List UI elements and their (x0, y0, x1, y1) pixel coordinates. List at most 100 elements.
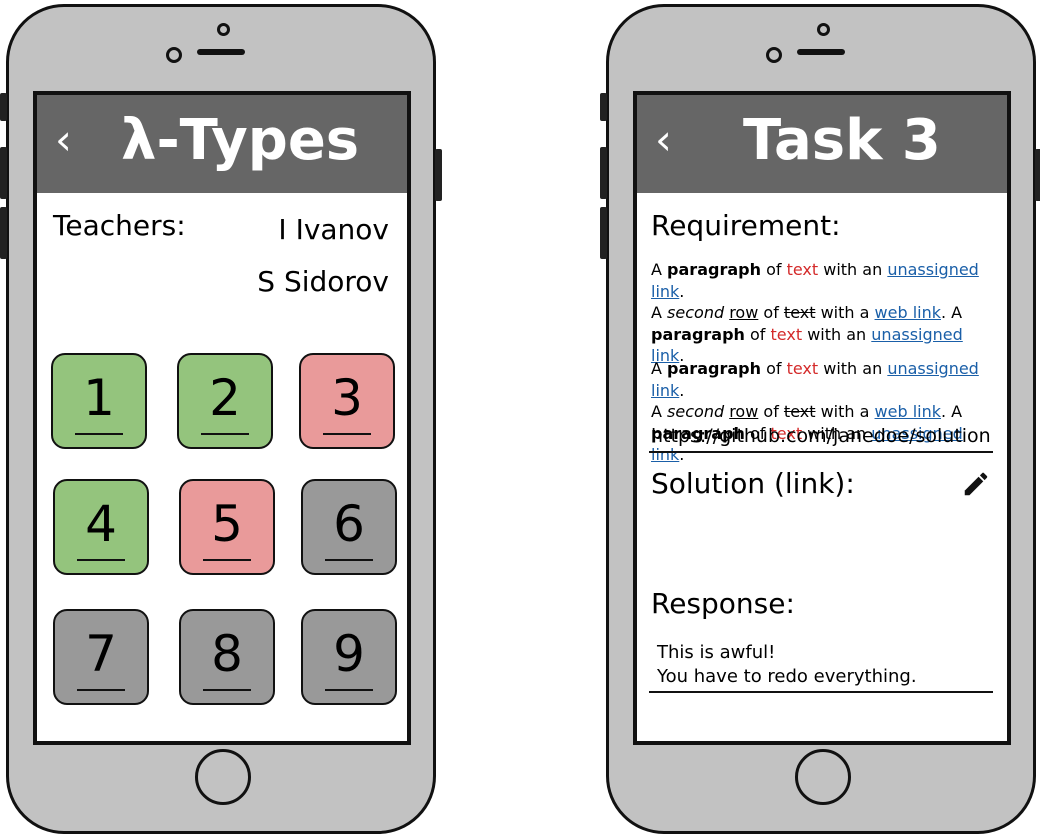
back-chevron-icon[interactable]: ‹ (655, 115, 672, 164)
req-word-underlined: row (729, 303, 759, 322)
task-tile-9[interactable]: 9 (301, 609, 397, 705)
response-line: You have to redo everything. (657, 666, 917, 687)
unassigned-link[interactable]: unassigned link (651, 359, 979, 400)
app-header: ‹ Task 3 (637, 95, 1007, 193)
req-word-bold: paragraph (651, 324, 745, 344)
page-title: Task 3 (743, 108, 941, 173)
unassigned-link[interactable]: unassigned link (651, 260, 979, 301)
screen-task: ‹ Task 3 Requirement: A paragraph of tex… (633, 91, 1011, 745)
req-word: A (651, 359, 662, 378)
solution-underline (649, 451, 993, 453)
page-title: λ-Types (121, 108, 360, 173)
req-word-red: text (786, 260, 819, 279)
camera-icon (166, 47, 182, 63)
teacher-name: S Sidorov (257, 265, 389, 298)
tile-underline (325, 689, 373, 691)
task-number: 2 (209, 369, 241, 427)
req-word: of (766, 260, 782, 279)
req-word-italic: second (667, 303, 725, 322)
task-tile-4[interactable]: 4 (53, 479, 149, 575)
solution-heading: Solution (link): (651, 467, 855, 500)
req-word-red: text (786, 359, 819, 378)
volume-down-button (0, 207, 7, 259)
req-word: with an (823, 260, 883, 279)
phone-left: ‹ λ-Types Teachers: I Ivanov S Sidorov 1… (0, 4, 442, 834)
req-word-strike: text (783, 303, 816, 322)
task-tile-1[interactable]: 1 (51, 353, 147, 449)
power-button (1035, 149, 1040, 201)
home-button-icon[interactable] (795, 749, 851, 805)
req-word: with a (820, 303, 870, 322)
solution-link-input[interactable] (651, 425, 991, 447)
task-tile-6[interactable]: 6 (301, 479, 397, 575)
response-line: This is awful! (657, 642, 776, 663)
speaker-grille (797, 49, 845, 55)
req-word: of (763, 402, 779, 421)
req-word: . (679, 346, 685, 365)
task-number: 7 (85, 625, 117, 683)
tile-underline (77, 689, 125, 691)
req-word: . (679, 445, 685, 464)
task-number: 5 (211, 495, 243, 553)
pencil-icon[interactable] (961, 469, 991, 499)
req-word: A (651, 303, 662, 322)
tile-underline (323, 433, 371, 435)
req-word: . A (941, 402, 963, 421)
req-word: . (679, 281, 685, 301)
response-heading: Response: (651, 587, 795, 620)
response-text: This is awful! You have to redo everythi… (657, 641, 917, 689)
speaker-grille (197, 49, 245, 55)
camera-icon (766, 47, 782, 63)
req-word: . (679, 380, 685, 400)
req-word: A (651, 402, 662, 421)
response-underline (649, 691, 993, 693)
volume-up-button (0, 147, 7, 199)
task-tile-3[interactable]: 3 (299, 353, 395, 449)
phone-right: ‹ Task 3 Requirement: A paragraph of tex… (600, 4, 1040, 834)
app-header: ‹ λ-Types (37, 95, 407, 193)
web-link[interactable]: web link (874, 303, 941, 322)
silent-switch (0, 93, 7, 121)
sensor-dot (817, 23, 830, 36)
req-word-bold: paragraph (667, 260, 761, 279)
volume-up-button (600, 147, 607, 199)
req-word: with a (820, 402, 870, 421)
task-number: 6 (333, 495, 365, 553)
sensor-dot (217, 23, 230, 36)
task-number: 3 (331, 369, 363, 427)
tile-underline (75, 433, 123, 435)
silent-switch (600, 93, 607, 121)
back-chevron-icon[interactable]: ‹ (55, 115, 72, 164)
teacher-name: I Ivanov (278, 213, 389, 246)
home-button-icon[interactable] (195, 749, 251, 805)
task-number: 4 (85, 495, 117, 553)
requirement-paragraph: A paragraph of text with an unassigned l… (651, 259, 1001, 367)
req-word: with an (823, 359, 883, 378)
task-tile-7[interactable]: 7 (53, 609, 149, 705)
screen-course: ‹ λ-Types Teachers: I Ivanov S Sidorov 1… (33, 91, 411, 745)
req-word-underlined: row (729, 402, 759, 421)
power-button (435, 149, 442, 201)
req-word-red: text (770, 324, 803, 344)
req-word: with an (807, 324, 867, 344)
volume-down-button (600, 207, 607, 259)
task-number: 9 (333, 625, 365, 683)
tile-underline (77, 559, 125, 561)
tile-underline (203, 689, 251, 691)
tile-underline (201, 433, 249, 435)
requirement-heading: Requirement: (651, 209, 841, 242)
req-word: of (750, 324, 766, 344)
requirement-paragraph: A paragraph of text with an unassigned l… (651, 358, 1001, 466)
teachers-label: Teachers: (53, 209, 186, 242)
tile-underline (325, 559, 373, 561)
tile-underline (203, 559, 251, 561)
web-link[interactable]: web link (874, 402, 941, 421)
req-word-italic: second (667, 402, 725, 421)
task-tile-5[interactable]: 5 (179, 479, 275, 575)
task-tile-2[interactable]: 2 (177, 353, 273, 449)
req-word-bold: paragraph (667, 359, 761, 378)
req-word: of (766, 359, 782, 378)
req-word: A (651, 260, 662, 279)
unassigned-link[interactable]: unassigned link (651, 324, 963, 366)
task-tile-8[interactable]: 8 (179, 609, 275, 705)
